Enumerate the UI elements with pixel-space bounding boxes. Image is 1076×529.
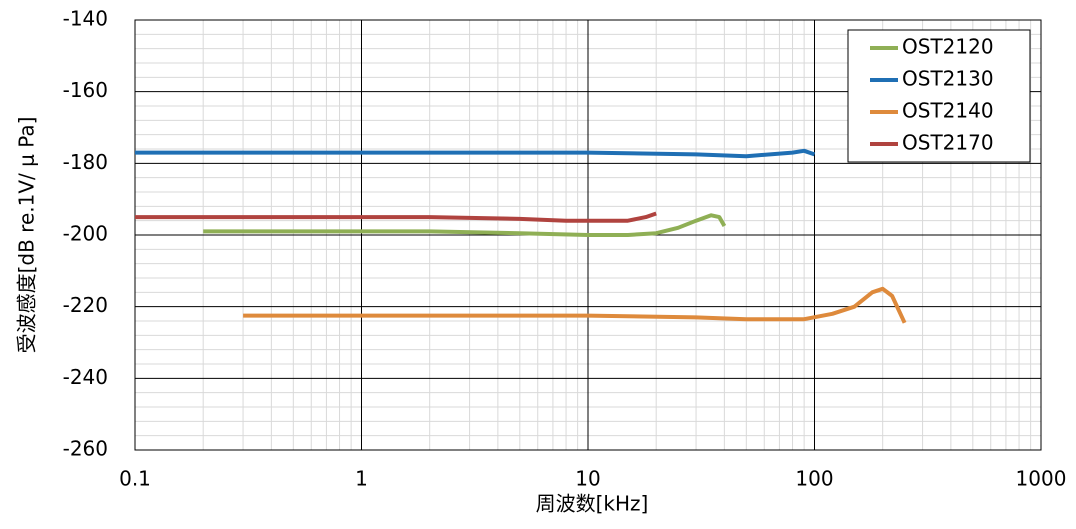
legend-label: OST2170 [902,131,994,155]
x-axis-label: 周波数[kHz] [536,492,649,516]
plot-border [134,19,1042,451]
series-line [135,211,657,223]
x-tick-label: 100 [795,467,833,491]
y-tick-label: -180 [63,150,108,174]
series-line [135,148,816,159]
y-tick-label: -220 [63,293,108,317]
x-tick-label: 1000 [1016,467,1067,491]
legend-label: OST2130 [902,67,994,91]
y-tick-label: -140 [63,7,108,31]
y-axis-label: 受波感度[dB re.1V/ μ Pa] [15,117,39,354]
y-tick-label: -260 [63,437,108,461]
x-tick-label: 10 [575,467,600,491]
series-line [243,286,907,324]
legend-label: OST2140 [902,99,994,123]
x-tick-label: 1 [355,467,368,491]
series-line [203,213,727,237]
y-tick-label: -160 [63,78,108,102]
x-tick-label: 0.1 [119,467,151,491]
legend-label: OST2120 [902,35,994,59]
y-tick-label: -200 [63,222,108,246]
legend-box [847,29,1031,163]
y-tick-label: -240 [63,365,108,389]
